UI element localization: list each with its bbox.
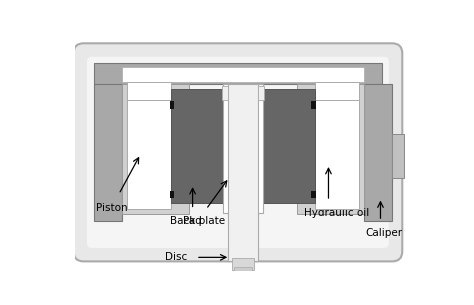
Bar <box>228 84 258 261</box>
Text: Hydraulic oil: Hydraulic oil <box>304 208 370 218</box>
Bar <box>170 191 174 198</box>
Bar <box>297 84 364 214</box>
FancyBboxPatch shape <box>87 57 389 248</box>
Bar <box>171 89 223 203</box>
FancyBboxPatch shape <box>73 43 402 261</box>
Bar <box>250 84 263 213</box>
Bar <box>232 258 254 270</box>
Bar <box>315 100 359 210</box>
Bar <box>94 84 122 221</box>
Bar <box>392 134 404 178</box>
Bar <box>223 84 236 213</box>
Bar <box>170 101 174 109</box>
Bar <box>122 84 189 214</box>
Bar <box>234 267 252 273</box>
Bar <box>94 63 382 84</box>
Bar <box>311 101 316 109</box>
Text: Back plate: Back plate <box>170 216 225 226</box>
Bar <box>127 82 171 100</box>
Text: Disc: Disc <box>164 252 187 262</box>
Bar <box>222 86 228 100</box>
Bar <box>311 191 316 198</box>
Text: Piston: Piston <box>96 203 128 213</box>
Text: Caliper: Caliper <box>365 228 402 238</box>
Bar <box>127 100 171 210</box>
Text: Pad: Pad <box>183 216 202 226</box>
Bar <box>122 67 364 82</box>
Bar <box>258 86 264 100</box>
Bar <box>263 89 315 203</box>
Bar <box>315 82 359 100</box>
Bar <box>364 84 392 221</box>
